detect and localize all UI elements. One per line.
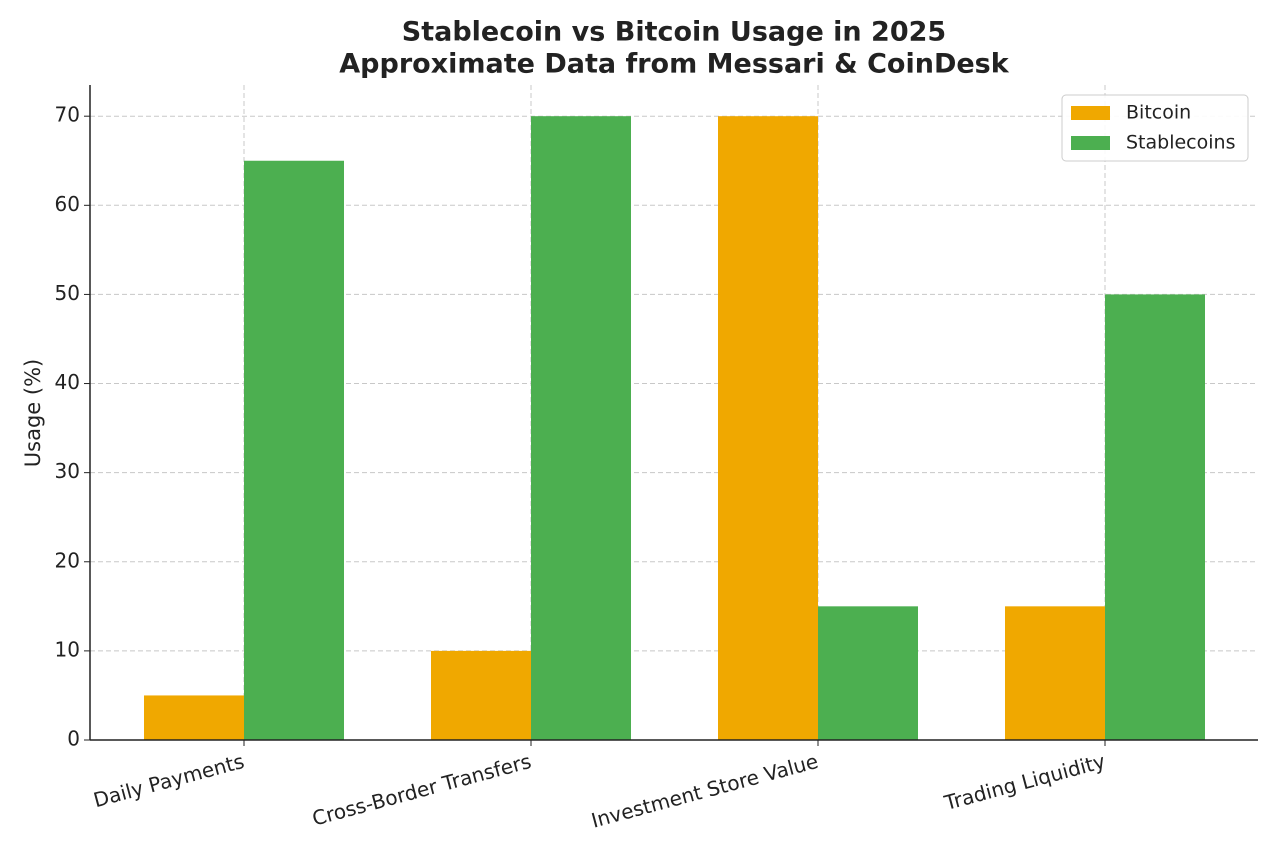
chart-title: Stablecoin vs Bitcoin Usage in 2025 [402,17,946,48]
y-tick-label: 20 [55,548,80,572]
legend-swatch [1071,136,1110,150]
bar [431,650,531,740]
y-tick-label: 50 [55,281,80,305]
y-axis-label: Usage (%) [21,359,45,467]
bar [531,116,631,740]
y-tick-label: 70 [55,103,80,127]
legend-swatch [1071,106,1110,120]
y-tick-label: 0 [67,727,80,751]
bar [1005,606,1105,740]
legend-label: Bitcoin [1126,102,1191,124]
bar [144,695,244,740]
y-tick-label: 40 [55,370,80,394]
y-tick-label: 10 [55,637,80,661]
bar [818,606,918,740]
x-tick-label: Cross-Border Transfers [310,749,534,831]
bar [718,116,818,740]
y-tick-label: 30 [55,459,80,483]
legend-label: Stablecoins [1126,132,1235,154]
chart-subtitle: Approximate Data from Messari & CoinDesk [339,49,1009,80]
x-tick-label: Investment Store Value [589,749,821,833]
bar [244,160,344,741]
y-tick-label: 60 [55,192,80,216]
x-tick-label: Trading Liquidity [941,749,1108,815]
bar [1105,294,1205,740]
x-tick-label: Daily Payments [91,749,247,812]
legend: Bitcoin Stablecoins [1061,94,1249,162]
